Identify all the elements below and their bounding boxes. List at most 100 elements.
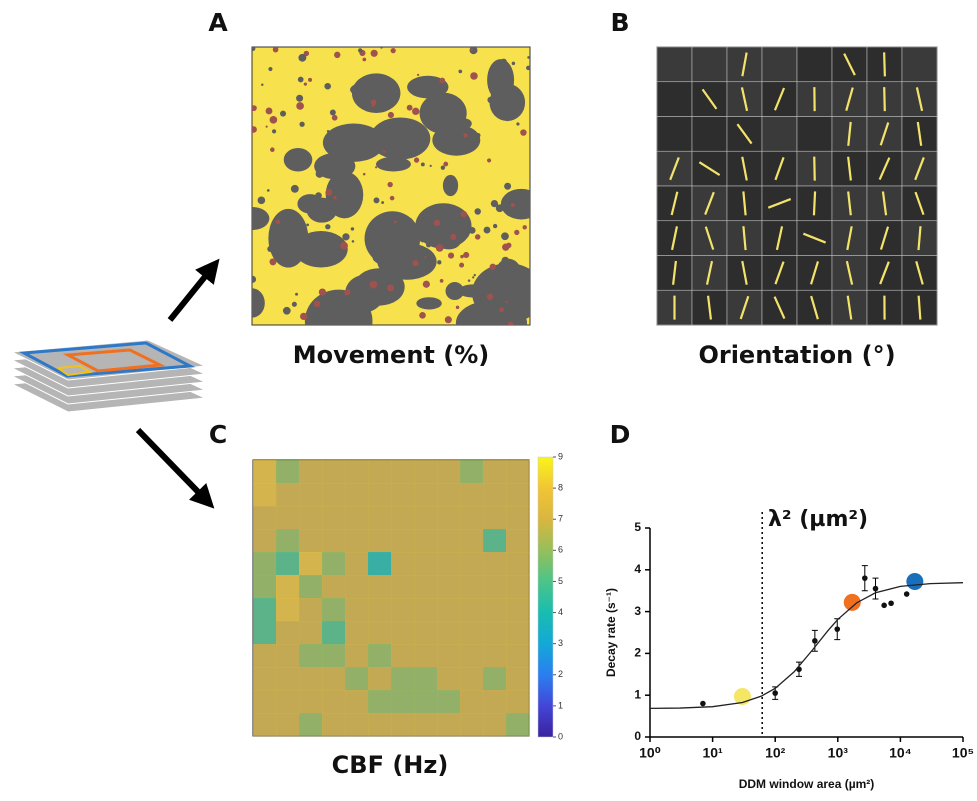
colorbar-tick-label: 5 <box>558 576 563 586</box>
fit-curve <box>650 583 963 709</box>
heatmap-cell <box>506 713 529 736</box>
speckle <box>324 83 331 90</box>
heatmap-cell <box>483 506 506 529</box>
data-point <box>834 626 840 632</box>
speckle <box>309 213 312 216</box>
speckle <box>399 253 404 258</box>
speckle <box>499 307 504 312</box>
speckle <box>362 58 366 62</box>
heatmap-cell <box>299 460 322 483</box>
speckle <box>344 289 350 295</box>
cell <box>797 117 832 152</box>
heatmap-cell <box>368 644 391 667</box>
speckle <box>401 152 406 157</box>
speckle <box>423 281 430 288</box>
heatmap-cell <box>368 667 391 690</box>
heatmap-cell <box>253 713 276 736</box>
heatmap <box>253 460 529 736</box>
speckle <box>409 218 412 221</box>
speckle <box>249 276 256 283</box>
speckle <box>419 312 426 319</box>
speckle <box>268 67 272 71</box>
speckle <box>487 97 493 103</box>
heatmap-cell <box>299 598 322 621</box>
heatmap-cell <box>322 598 345 621</box>
speckle <box>443 162 448 167</box>
still-region <box>373 249 414 267</box>
speckle <box>266 126 268 128</box>
speckle <box>375 166 377 168</box>
speckle <box>506 243 511 248</box>
heatmap-cell <box>276 644 299 667</box>
heatmap-cell <box>414 460 437 483</box>
heatmap-cell <box>483 552 506 575</box>
speckle <box>421 219 428 226</box>
heatmap-cell <box>345 552 368 575</box>
heatmap-cell <box>299 506 322 529</box>
heatmap-cell <box>253 621 276 644</box>
heatmap-cell <box>299 483 322 506</box>
heatmap-cell <box>483 621 506 644</box>
speckle <box>261 84 263 86</box>
heatmap-cell <box>253 506 276 529</box>
speckle <box>304 83 307 86</box>
heatmap-cell <box>483 667 506 690</box>
heatmap-cell <box>345 598 368 621</box>
speckle <box>476 133 481 138</box>
heatmap-cell <box>460 506 483 529</box>
heatmap-cell <box>276 460 299 483</box>
heatmap-cell <box>483 460 506 483</box>
heatmap-cell <box>322 621 345 644</box>
colorbar-tick-label: 3 <box>558 638 563 648</box>
speckle <box>371 100 377 106</box>
heatmap-cell <box>391 460 414 483</box>
speckle <box>358 48 362 52</box>
speckle <box>272 129 276 133</box>
speckle <box>472 276 474 278</box>
speckle <box>450 234 456 240</box>
speckle <box>425 256 427 258</box>
speckle <box>387 182 392 187</box>
speckle <box>527 56 530 59</box>
speckle <box>412 108 419 115</box>
cell <box>692 47 727 82</box>
heatmap-cell <box>253 552 276 575</box>
heatmap-cell <box>506 529 529 552</box>
speckle <box>487 158 491 162</box>
speckle <box>516 122 519 125</box>
data-point <box>862 575 868 581</box>
heatmap-cell <box>460 483 483 506</box>
data-point <box>700 701 706 707</box>
speckle <box>501 257 509 265</box>
heatmap-cell <box>437 506 460 529</box>
heatmap-cell <box>391 713 414 736</box>
speckle <box>300 313 307 320</box>
heatmap-cell <box>345 506 368 529</box>
heatmap-cell <box>391 621 414 644</box>
speckle <box>267 189 270 192</box>
heatmap-cell <box>345 575 368 598</box>
speckle <box>306 224 309 227</box>
heatmap-cell <box>253 529 276 552</box>
x-tick-label: 10² <box>765 745 786 761</box>
speckle <box>351 227 354 230</box>
speckle <box>314 301 321 308</box>
heatmap-cell <box>345 460 368 483</box>
panel-caption: Movement (%) <box>293 341 489 369</box>
heatmap-cell <box>391 552 414 575</box>
speckle <box>313 207 317 211</box>
orientation-bar <box>884 52 885 76</box>
speckle <box>259 307 262 310</box>
speckle <box>342 233 349 240</box>
speckle <box>516 264 519 267</box>
y-axis-label: Decay rate (s⁻¹) <box>604 588 618 677</box>
speckle <box>291 185 299 193</box>
heatmap-cell <box>276 483 299 506</box>
speckle <box>511 203 515 207</box>
speckle <box>283 307 291 315</box>
heatmap-cell <box>299 529 322 552</box>
heatmap-cell <box>391 506 414 529</box>
y-tick-label: 1 <box>634 687 641 701</box>
y-tick-label: 4 <box>634 562 641 576</box>
colorbar-tick-label: 2 <box>558 669 563 679</box>
